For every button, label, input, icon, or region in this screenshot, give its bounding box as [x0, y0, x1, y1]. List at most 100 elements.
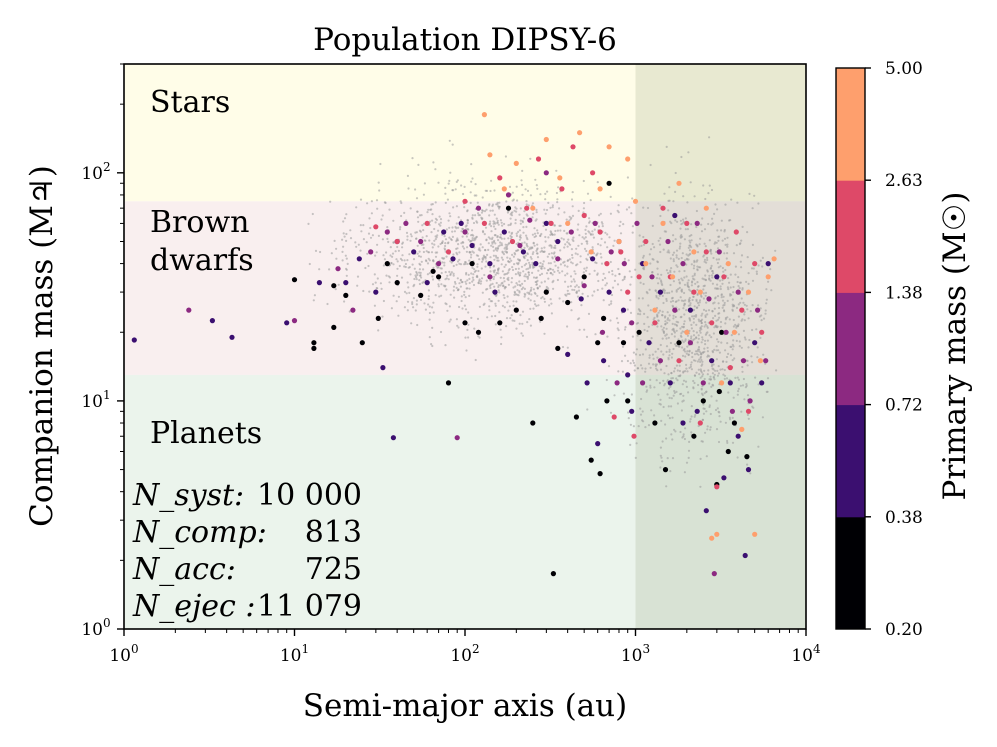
background-point: [494, 304, 497, 307]
background-point: [582, 179, 585, 183]
background-point: [314, 249, 318, 252]
colorbar-label: Primary mass (M☉): [937, 192, 973, 501]
background-point: [631, 231, 634, 234]
background-point: [616, 327, 619, 330]
background-point: [501, 258, 504, 261]
background-point: [634, 268, 637, 271]
background-point: [466, 246, 469, 249]
background-point: [414, 188, 417, 191]
background-point: [737, 315, 741, 318]
background-point: [709, 267, 712, 270]
background-point: [428, 272, 431, 275]
background-point: [508, 185, 512, 188]
background-point: [686, 350, 689, 353]
background-point: [455, 263, 458, 266]
background-point: [634, 353, 638, 356]
data-point: [487, 152, 493, 158]
background-point: [667, 249, 670, 252]
background-point: [499, 328, 502, 331]
data-point: [752, 261, 758, 267]
background-point: [721, 360, 725, 363]
background-point: [640, 244, 643, 247]
background-point: [500, 244, 504, 247]
background-point: [724, 268, 727, 272]
data-points: [131, 112, 777, 577]
background-point: [556, 269, 560, 272]
background-point: [488, 305, 491, 308]
background-point: [522, 286, 525, 289]
background-point: [523, 279, 526, 283]
background-point: [371, 234, 374, 237]
data-point: [676, 340, 682, 346]
background-point: [692, 387, 695, 390]
background-point: [721, 306, 724, 309]
background-point: [629, 443, 632, 446]
background-point: [355, 206, 358, 209]
background-point: [616, 283, 620, 286]
background-point: [702, 292, 705, 295]
data-point: [475, 205, 482, 211]
background-point: [464, 336, 467, 339]
background-point: [587, 253, 590, 256]
background-point: [448, 320, 451, 323]
background-point: [585, 240, 588, 243]
background-point: [674, 315, 677, 319]
background-point: [525, 203, 528, 206]
background-point: [497, 267, 500, 270]
background-point: [667, 373, 670, 376]
background-point: [600, 221, 604, 224]
background-point: [732, 396, 735, 399]
background-point: [698, 299, 702, 302]
background-point: [703, 407, 706, 410]
background-point: [493, 258, 496, 261]
background-point: [654, 289, 657, 292]
background-point: [557, 186, 560, 189]
background-point: [688, 349, 691, 352]
background-point: [679, 327, 682, 330]
background-point: [452, 189, 455, 192]
background-point: [710, 395, 713, 398]
background-point: [673, 370, 676, 373]
background-point: [713, 212, 716, 215]
x-tick-label: 101: [280, 642, 309, 666]
background-point: [751, 304, 754, 307]
background-point: [734, 273, 737, 276]
background-point: [688, 299, 691, 302]
background-point: [424, 308, 427, 311]
data-point: [497, 175, 503, 181]
background-point: [755, 270, 758, 273]
background-point: [671, 304, 674, 307]
background-point: [718, 316, 721, 319]
background-point: [677, 299, 680, 302]
background-point: [548, 267, 552, 270]
background-point: [406, 235, 409, 238]
background-point: [702, 288, 705, 291]
background-point: [734, 323, 737, 326]
background-point: [431, 326, 434, 329]
background-point: [632, 361, 636, 364]
data-point: [590, 256, 596, 262]
background-point: [747, 346, 750, 349]
background-point: [455, 227, 458, 230]
background-point: [686, 285, 690, 288]
background-point: [657, 347, 660, 351]
background-point: [492, 249, 495, 252]
background-point: [498, 311, 501, 314]
data-point: [745, 408, 752, 414]
background-point: [479, 282, 482, 285]
background-point: [432, 301, 435, 304]
background-point: [600, 262, 604, 265]
background-point: [704, 291, 708, 294]
background-point: [471, 239, 474, 242]
background-point: [399, 226, 402, 229]
background-point: [520, 265, 524, 268]
background-point: [711, 270, 714, 273]
background-point: [708, 378, 711, 381]
background-point: [664, 315, 667, 318]
background-point: [489, 209, 492, 212]
background-point: [349, 237, 353, 240]
background-point: [719, 368, 722, 371]
background-point: [727, 288, 730, 291]
background-point: [462, 241, 465, 244]
background-point: [688, 239, 691, 242]
